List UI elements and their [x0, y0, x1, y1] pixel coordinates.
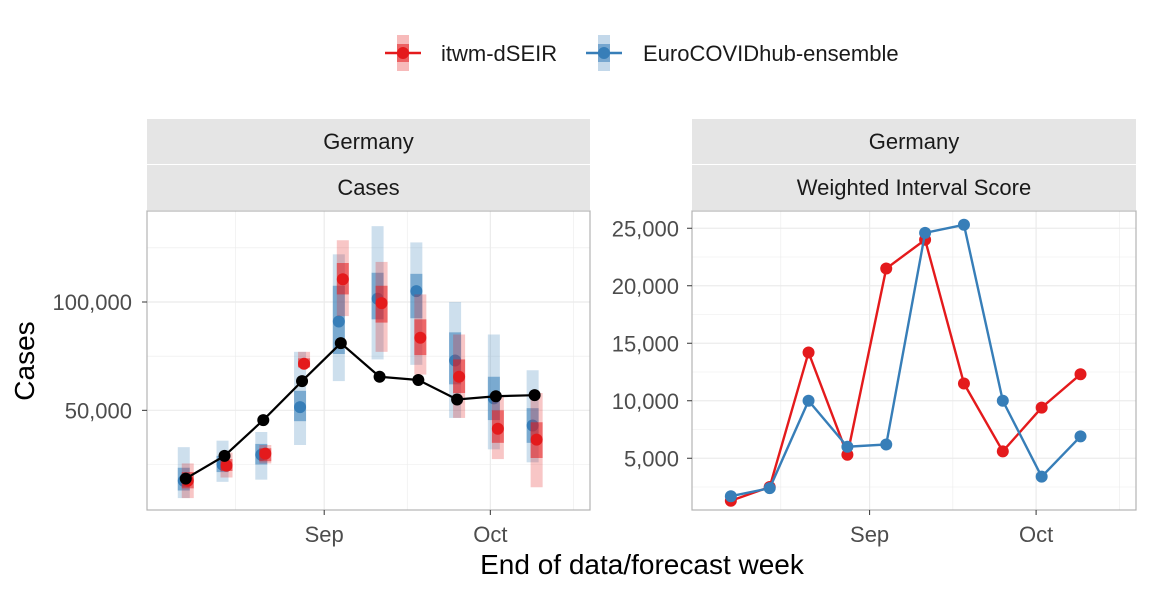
- legend-label: EuroCOVIDhub-ensemble: [643, 41, 899, 66]
- y-tick-label: 25,000: [612, 216, 679, 241]
- legend-key-point: [397, 47, 409, 59]
- score-point: [996, 394, 1009, 407]
- score-point: [841, 440, 854, 453]
- observed-point: [257, 414, 270, 427]
- observed-line: [185, 341, 535, 480]
- score-series: [724, 218, 1087, 503]
- legend-key-point: [598, 47, 610, 59]
- score-point: [957, 218, 970, 231]
- x-axis-label: End of data/forecast week: [480, 549, 805, 580]
- forecast-median-point: [410, 285, 423, 298]
- forecast-median-point: [491, 422, 504, 435]
- observed-point: [179, 472, 192, 485]
- y-axis-label: Cases: [9, 321, 40, 400]
- panel-border: [691, 210, 1137, 511]
- panel-background: [147, 211, 590, 510]
- score-line: [730, 223, 1082, 498]
- forecast-median-point: [336, 273, 349, 286]
- legend: itwm-dSEIR EuroCOVIDhub-ensemble: [385, 35, 899, 71]
- score-point: [1035, 401, 1048, 414]
- score-point: [957, 377, 970, 390]
- observed-point: [451, 393, 464, 406]
- observed-point: [334, 337, 347, 350]
- y-tick-label: 100,000: [52, 290, 132, 315]
- observed-point: [489, 390, 502, 403]
- forecast-median-point: [220, 459, 233, 472]
- score-point: [880, 262, 893, 275]
- panel-border: [146, 210, 591, 511]
- facet-strip-bottom-label: Cases: [337, 175, 399, 200]
- score-line: [730, 237, 1082, 502]
- forecast-median-point: [294, 401, 307, 414]
- forecast-median-point: [332, 315, 345, 328]
- y-tick-label: 10,000: [612, 389, 679, 414]
- forecast-median-point: [530, 433, 543, 446]
- forecast-median-point: [375, 297, 388, 310]
- observed-point: [528, 389, 541, 402]
- x-tick-label: Sep: [305, 522, 344, 547]
- facet-strip-top-label: Germany: [323, 129, 413, 154]
- forecast-median-point: [259, 447, 272, 460]
- observed-point: [412, 374, 425, 386]
- legend-item: EuroCOVIDhub-ensemble: [586, 35, 899, 71]
- observed-point: [373, 370, 386, 383]
- score-point: [996, 445, 1009, 458]
- x-tick-label: Sep: [850, 522, 889, 547]
- score-point: [1035, 470, 1048, 483]
- legend-item: itwm-dSEIR: [385, 35, 557, 71]
- score-point: [763, 482, 776, 495]
- score-point: [919, 226, 932, 239]
- y-tick-label: 15,000: [612, 331, 679, 356]
- facet-strip-top: [147, 119, 590, 164]
- score-point: [1074, 430, 1087, 443]
- forecast-median-point: [414, 331, 427, 344]
- cases-panel: Germany Cases 50,000 100,000 Sep Oct: [52, 119, 591, 547]
- forecast-series: [181, 240, 543, 499]
- observed-point: [296, 375, 309, 388]
- facet-strip-bottom-label: Weighted Interval Score: [797, 175, 1031, 200]
- forecast-median-point: [453, 370, 466, 383]
- score-point: [802, 346, 815, 359]
- legend-label: itwm-dSEIR: [441, 41, 557, 66]
- wis-panel: Germany Weighted Interval Score 5,000 10,00…: [612, 119, 1137, 547]
- x-tick-label: Oct: [473, 522, 507, 547]
- score-point: [802, 394, 815, 407]
- facet-strip-bottom: [147, 165, 590, 210]
- observed-point: [218, 449, 231, 462]
- panel-background: [692, 211, 1136, 510]
- facet-strip-top-label: Germany: [869, 129, 959, 154]
- forecast-median-point: [298, 357, 311, 370]
- y-tick-label: 50,000: [65, 398, 132, 423]
- facet-strip-bottom: [692, 165, 1136, 210]
- score-point: [724, 490, 737, 503]
- y-tick-label: 20,000: [612, 274, 679, 299]
- score-point: [880, 438, 893, 451]
- score-point: [1074, 368, 1087, 381]
- x-tick-label: Oct: [1019, 522, 1053, 547]
- facet-strip-top: [692, 119, 1136, 164]
- y-tick-label: 5,000: [624, 446, 679, 471]
